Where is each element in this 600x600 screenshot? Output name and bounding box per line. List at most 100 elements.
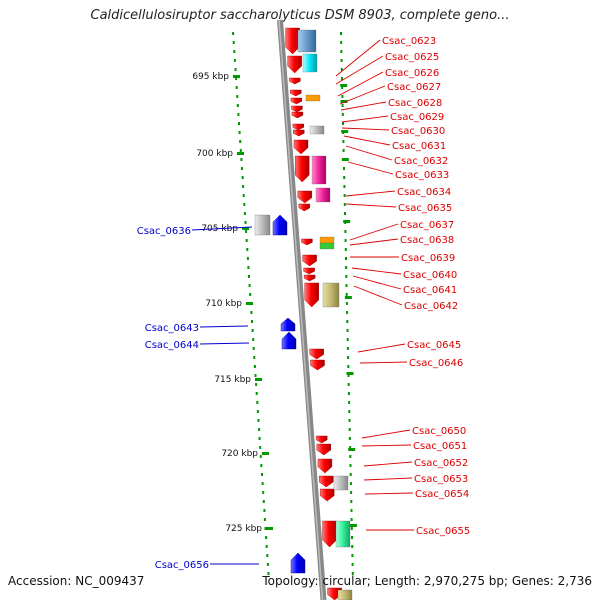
guide-dot bbox=[240, 158, 243, 161]
minor-tick bbox=[343, 220, 351, 223]
scale-label: 720 kbp bbox=[221, 449, 258, 459]
gene-label-right: Csac_0627 bbox=[387, 82, 441, 93]
leader-line bbox=[199, 325, 249, 328]
guide-dot bbox=[348, 401, 351, 404]
guide-dot bbox=[346, 311, 349, 314]
guide-dot bbox=[261, 482, 264, 485]
guide-dot bbox=[245, 230, 248, 233]
guide-dot bbox=[347, 374, 350, 377]
gene-label-right: Csac_0638 bbox=[400, 235, 454, 246]
guide-dot bbox=[349, 482, 352, 485]
guide-dot bbox=[348, 410, 351, 413]
guide-dot bbox=[344, 239, 347, 242]
guide-dot bbox=[252, 338, 255, 341]
forward-gene-arrow bbox=[317, 458, 333, 474]
leader-line bbox=[337, 71, 384, 97]
gene-label-right: Csac_0642 bbox=[404, 301, 458, 312]
leader-line bbox=[349, 223, 399, 241]
gene-label-right: Csac_0634 bbox=[397, 187, 451, 198]
feature-block-mint bbox=[335, 520, 351, 548]
gene-labels: Csac_0623 Csac_0625 Csac_0626 Csac_0627 Csac… bbox=[137, 36, 471, 571]
leader-line bbox=[199, 342, 250, 345]
forward-gene-arrow bbox=[298, 203, 310, 212]
scale-tick bbox=[242, 227, 249, 230]
guide-dot bbox=[350, 500, 353, 503]
guide-dot bbox=[340, 59, 343, 62]
leader-line bbox=[361, 429, 411, 439]
scale-tick bbox=[246, 302, 253, 305]
guide-dot bbox=[351, 545, 354, 548]
forward-gene-arrow bbox=[293, 129, 305, 137]
guide-dot bbox=[343, 176, 346, 179]
scale-label: 715 kbp bbox=[214, 375, 251, 385]
reverse-gene-arrow bbox=[280, 317, 296, 332]
scale-label: 695 kbp bbox=[192, 72, 229, 82]
guide-dot bbox=[342, 140, 345, 143]
guide-dot bbox=[234, 68, 237, 71]
guide-dot bbox=[341, 104, 344, 107]
leader-line bbox=[349, 238, 399, 246]
guide-dot bbox=[243, 203, 246, 206]
guide-dot bbox=[342, 149, 345, 152]
forward-gene-arrow bbox=[319, 488, 335, 502]
gene-label-right: Csac_0632 bbox=[394, 156, 448, 167]
guide-dot bbox=[267, 572, 270, 575]
guide-dot bbox=[266, 563, 269, 566]
gene-label-left: Csac_0644 bbox=[145, 340, 199, 351]
guide-dot bbox=[266, 554, 269, 557]
guide-dot bbox=[348, 437, 351, 440]
gene-label-left: Csac_0636 bbox=[137, 226, 191, 237]
gene-label-right: Csac_0630 bbox=[391, 126, 445, 137]
guide-dot bbox=[243, 212, 246, 215]
guide-dot bbox=[350, 527, 353, 530]
guide-dot bbox=[346, 320, 349, 323]
minor-tick bbox=[341, 130, 349, 133]
guide-dot bbox=[254, 374, 257, 377]
leader-line bbox=[343, 135, 391, 146]
guide-dot bbox=[342, 122, 344, 125]
guide-dot bbox=[255, 392, 258, 395]
guide-dot bbox=[347, 392, 350, 395]
minor-tick bbox=[348, 448, 356, 451]
leader-line bbox=[191, 226, 253, 231]
guide-dot bbox=[253, 356, 256, 359]
gene-features bbox=[254, 27, 353, 600]
gene-label-right: Csac_0641 bbox=[403, 285, 457, 296]
guide-dot bbox=[343, 167, 345, 170]
gene-label-right: Csac_0626 bbox=[385, 68, 439, 79]
gene-label-right: Csac_0655 bbox=[416, 526, 470, 537]
guide-dot bbox=[351, 572, 354, 575]
guide-dot bbox=[260, 464, 263, 467]
leader-line bbox=[347, 161, 394, 175]
guide-dot bbox=[241, 167, 243, 170]
guide-dot bbox=[346, 338, 349, 341]
gene-label-right: Csac_0645 bbox=[407, 340, 461, 351]
guide-dot bbox=[347, 356, 350, 359]
guide-dot bbox=[347, 383, 350, 386]
guide-dot bbox=[257, 419, 260, 422]
guide-dot bbox=[341, 86, 344, 89]
guide-dot bbox=[344, 230, 347, 233]
guide-dot bbox=[349, 464, 352, 467]
guide-dot bbox=[350, 491, 353, 494]
backbone-line bbox=[277, 19, 327, 600]
minor-tick bbox=[340, 100, 348, 103]
guide-dot bbox=[349, 446, 352, 449]
guide-dot bbox=[345, 293, 348, 296]
feature-block-orange bbox=[305, 94, 321, 102]
forward-gene-arrow bbox=[295, 155, 310, 183]
backbone bbox=[277, 19, 327, 600]
gene-label-right: Csac_0640 bbox=[403, 270, 457, 281]
guide-dot bbox=[343, 194, 346, 197]
feature-block-green bbox=[319, 242, 335, 250]
guide-dot bbox=[242, 185, 245, 188]
forward-gene-arrow bbox=[291, 111, 304, 119]
guide-dot bbox=[237, 113, 240, 116]
guide-dot bbox=[346, 347, 349, 350]
guide-dot bbox=[233, 59, 236, 62]
guide-dot bbox=[343, 203, 346, 206]
forward-gene-arrow bbox=[316, 435, 328, 444]
gene-label-right: Csac_0652 bbox=[414, 458, 468, 469]
guide-dot bbox=[247, 266, 250, 269]
